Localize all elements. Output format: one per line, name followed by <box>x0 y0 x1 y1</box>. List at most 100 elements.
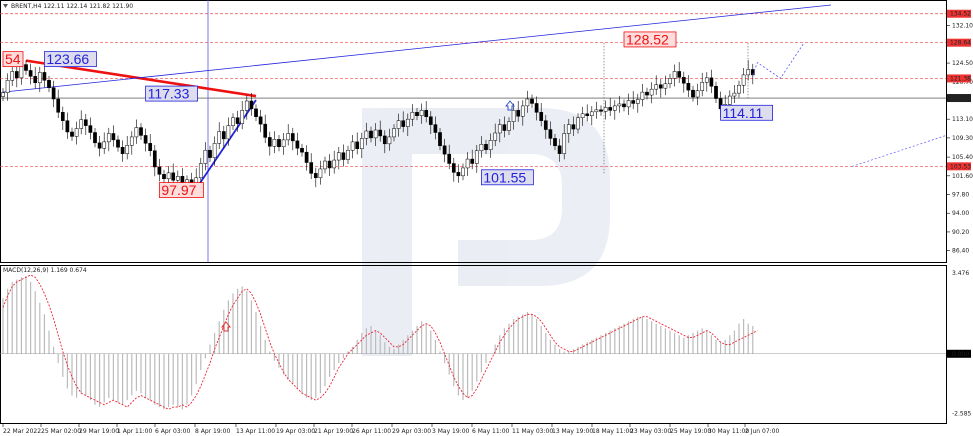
candle-body <box>668 78 672 85</box>
annotation-text: 123.66 <box>46 51 89 67</box>
price-annotation: 128.52 <box>623 31 677 47</box>
annotation-text: 117.33 <box>148 86 190 102</box>
candle-body <box>599 109 603 112</box>
candle-body <box>497 124 502 134</box>
candle-body <box>746 69 751 76</box>
candle-body <box>741 74 746 86</box>
triangle-down-icon <box>3 4 8 8</box>
candle-body <box>658 84 663 89</box>
forecast-line <box>752 43 804 79</box>
price-tick-label: 101.60 <box>952 173 973 180</box>
candle-body <box>401 120 406 127</box>
candle-body <box>433 124 438 133</box>
candle-body <box>231 117 235 126</box>
time-tick-label: 13 Apr 11:00 <box>236 428 275 435</box>
candle-body <box>350 141 355 151</box>
candle-body <box>507 121 511 131</box>
candle-body <box>511 110 516 122</box>
macd-label: MACD(12,26,9) 1.169 0.674 <box>3 267 87 274</box>
price-marker-label: 117.40 <box>950 95 971 102</box>
candle-body <box>318 168 323 179</box>
candle-body <box>594 109 599 113</box>
candle-body <box>226 125 231 140</box>
candle-body <box>139 127 143 136</box>
price-marker-box <box>947 38 971 47</box>
candle-body <box>332 159 337 169</box>
price-tick-label: 132.10 <box>952 23 973 30</box>
candle-body <box>235 117 240 124</box>
candle-body <box>580 113 585 118</box>
price-axis: 132.10124.50120.70113.10109.30105.40101.… <box>946 9 973 255</box>
candle-body <box>622 103 626 108</box>
candle-body <box>364 130 369 139</box>
candle-body <box>14 71 19 79</box>
up-arrow-icon <box>504 100 516 111</box>
time-tick-label: 6 May 11:00 <box>472 428 510 435</box>
candle-body <box>378 129 383 137</box>
time-tick-label: 6 Apr 03:00 <box>155 428 190 435</box>
candle-body <box>152 150 157 168</box>
candle-body <box>221 131 226 140</box>
candle-body <box>438 132 442 147</box>
candle-body <box>479 144 484 151</box>
candle-body <box>704 77 709 83</box>
trendlines <box>2 4 832 197</box>
candle-body <box>97 142 102 149</box>
time-tick-label: 3 May 19:00 <box>432 428 470 435</box>
candle-body <box>608 107 613 111</box>
price-annotation: 101.55 <box>480 169 534 185</box>
time-tick-label: 8 Apr 19:00 <box>195 428 230 435</box>
candle-body <box>290 133 295 142</box>
candle-body <box>148 143 153 151</box>
candle-body <box>111 133 116 141</box>
candle-body <box>470 158 475 164</box>
candle-body <box>359 138 364 149</box>
annotation-box <box>44 51 97 68</box>
candle-body <box>539 112 544 121</box>
macd-signal-line <box>2 274 758 410</box>
candle-body <box>309 162 314 174</box>
candle-body <box>203 149 208 164</box>
candle-body <box>341 152 346 160</box>
candle-body <box>198 163 203 179</box>
candle-body <box>65 120 70 133</box>
candle-body <box>263 123 268 138</box>
candle-body <box>566 124 571 134</box>
time-tick-label: 11 May 03:00 <box>512 428 553 435</box>
price-tick-label: 105.40 <box>952 154 973 161</box>
candle-body <box>405 118 410 127</box>
candle-body <box>208 149 212 158</box>
candle-body <box>576 117 580 130</box>
annotation-text: 114.11 <box>723 105 764 121</box>
candle-body <box>424 110 429 117</box>
trendline <box>2 4 832 93</box>
candle-body <box>543 120 548 130</box>
candle-body <box>635 99 640 104</box>
candle-body <box>369 130 373 139</box>
price-tick-label: 113.10 <box>952 116 973 123</box>
candle-body <box>346 149 350 160</box>
candle-body <box>603 107 608 112</box>
candle-body <box>677 71 682 78</box>
time-tick-label: 26 Apr 11:00 <box>352 428 391 435</box>
candle-body <box>10 71 15 81</box>
macd-tick-label: 0.000 <box>952 351 969 358</box>
candle-body <box>249 100 254 110</box>
candle-body <box>51 87 56 100</box>
candle-body <box>373 129 378 139</box>
candle-body <box>640 91 645 100</box>
forecast-path <box>752 43 947 167</box>
macd-zero-box <box>947 349 971 358</box>
candle-body <box>612 105 617 111</box>
macd-histogram <box>2 276 754 410</box>
candle-body <box>442 145 447 155</box>
up-arrow-icon <box>220 321 232 332</box>
candle-body <box>645 91 649 96</box>
candle-body <box>33 76 38 84</box>
candle-body <box>120 147 125 154</box>
candle-body <box>157 166 162 175</box>
candle-body <box>695 90 700 98</box>
candle-body <box>663 83 668 89</box>
candle-body <box>732 92 737 97</box>
